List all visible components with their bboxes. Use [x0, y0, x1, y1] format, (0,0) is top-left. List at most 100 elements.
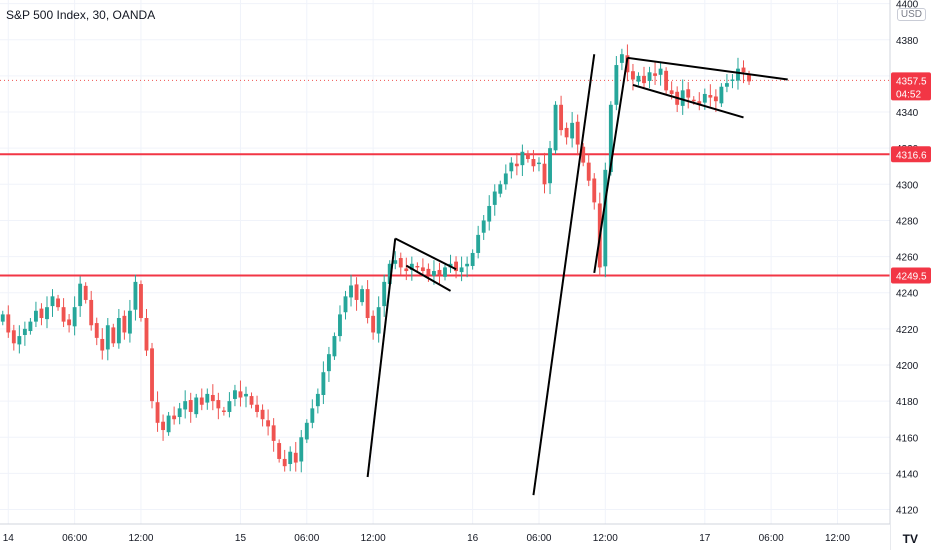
candle: [741, 60, 746, 84]
candle: [503, 164, 508, 190]
flagpole-line: [366, 238, 397, 478]
tradingview-logo[interactable]: TV: [902, 532, 918, 546]
candle: [33, 301, 38, 328]
candle-body: [216, 400, 221, 409]
time-tick-label: 12:00: [361, 533, 386, 544]
candle-body: [514, 163, 519, 167]
candle: [713, 89, 718, 113]
candle: [525, 150, 530, 163]
candle-body: [188, 400, 193, 412]
level-price-label-text: 4249.5: [896, 272, 927, 283]
candle-body: [608, 104, 613, 173]
level-price-label-background: [891, 146, 931, 163]
candle-body: [221, 410, 226, 412]
candle: [227, 392, 232, 418]
flag-top-line: [394, 237, 457, 271]
current-price-label-text: 04:52: [896, 89, 921, 100]
candle-body: [315, 393, 320, 407]
candle-body: [17, 336, 22, 345]
candle: [50, 289, 55, 317]
candle: [443, 263, 447, 281]
time-tick-label: 06:00: [294, 533, 319, 544]
candle: [210, 384, 215, 411]
candle-body: [133, 281, 138, 310]
candle-body: [398, 258, 403, 268]
time-tick-label: 06:00: [62, 533, 87, 544]
candle: [747, 70, 751, 85]
candle-body: [349, 285, 353, 298]
candles: [0, 44, 751, 473]
candle-body: [647, 72, 652, 81]
price-tick-label: 4140: [896, 469, 919, 480]
time-tick-label: 15: [235, 533, 247, 544]
candle-body: [255, 404, 259, 412]
candle: [271, 418, 276, 452]
candle-body: [28, 321, 33, 332]
candle: [349, 274, 353, 307]
candle: [161, 414, 166, 441]
candle-body: [697, 101, 702, 105]
candle: [548, 140, 552, 195]
candle-body: [266, 420, 271, 427]
candle-body: [116, 318, 121, 344]
candle-body: [531, 159, 536, 167]
price-tick-label: 4120: [896, 506, 919, 517]
candle: [221, 406, 226, 416]
candle: [603, 162, 608, 278]
candle: [415, 262, 420, 272]
candle: [94, 317, 99, 346]
candle-body: [233, 390, 237, 399]
candle-body: [155, 402, 160, 423]
candle-body: [376, 307, 381, 334]
candle-body: [658, 68, 663, 75]
candle: [658, 61, 663, 86]
candle-body: [481, 220, 486, 233]
candle-body: [78, 283, 83, 307]
candle-body: [548, 148, 552, 184]
candle-body: [420, 267, 425, 272]
candle: [72, 296, 77, 336]
candle-body: [282, 458, 287, 467]
candle-body: [210, 394, 215, 402]
candle: [122, 310, 127, 340]
candle-body: [89, 299, 94, 326]
candle-body: [227, 401, 232, 412]
candle-body: [343, 296, 348, 313]
candle-body: [288, 451, 293, 465]
candle: [492, 184, 497, 216]
candle: [293, 441, 298, 472]
candle-body: [122, 315, 127, 333]
candle: [205, 388, 210, 410]
candle-body: [244, 393, 248, 397]
candle-body: [393, 260, 398, 264]
currency-badge[interactable]: USD: [896, 8, 926, 21]
flag-bottom-line: [632, 83, 744, 119]
candle-body: [277, 443, 282, 459]
candle: [78, 276, 83, 317]
candle: [304, 419, 309, 444]
price-tick-label: 4180: [896, 397, 919, 408]
candle-body: [139, 284, 143, 319]
candle-body: [360, 289, 365, 303]
candle: [642, 66, 646, 89]
candle-body: [443, 267, 447, 277]
candle-body: [525, 153, 530, 160]
candle-body: [50, 296, 55, 307]
candle-body: [111, 327, 116, 344]
candle-body: [542, 163, 547, 185]
candle: [531, 149, 536, 172]
candle: [150, 342, 154, 409]
candle-body: [260, 409, 265, 420]
candle-body: [680, 90, 685, 106]
candle: [100, 328, 105, 360]
candle: [382, 274, 387, 317]
candle: [6, 305, 11, 338]
time-tick-label: 12:00: [128, 533, 153, 544]
candle: [166, 411, 171, 436]
candle-body: [437, 269, 442, 275]
candle: [365, 280, 370, 324]
candle: [448, 254, 453, 273]
candle-body: [387, 263, 392, 285]
